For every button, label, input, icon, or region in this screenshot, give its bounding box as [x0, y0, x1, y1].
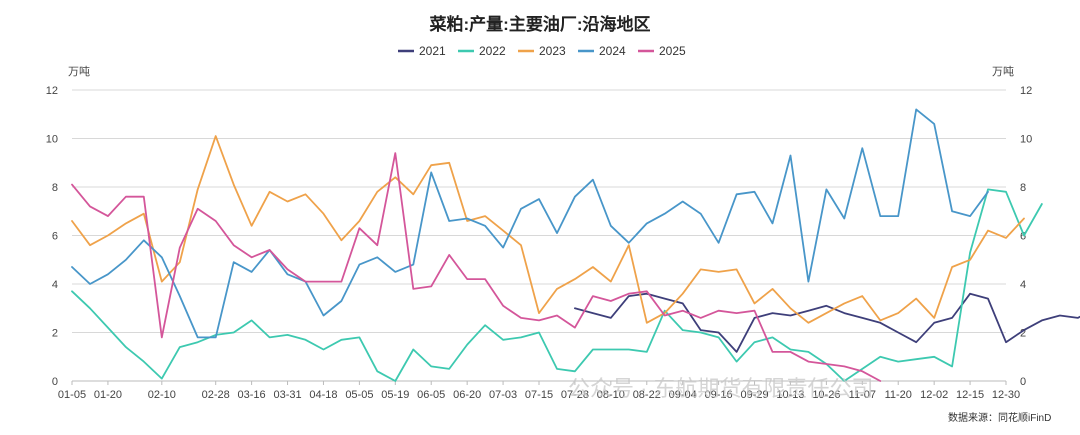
series-line-2024: [71, 108, 989, 339]
legend-label-2023: 2023: [539, 44, 566, 58]
series-line-2021: [574, 292, 1080, 353]
x-tick-label: 11-20: [885, 389, 912, 401]
x-tick-label: 02-10: [148, 389, 176, 401]
x-tick-label: 01-05: [58, 389, 86, 401]
y-tick-label-right: 2: [1020, 328, 1026, 340]
x-tick-label: 07-28: [561, 389, 589, 401]
x-tick-label: 07-15: [525, 389, 553, 401]
y-tick-label-right: 8: [1020, 182, 1026, 194]
y-tick-label-right: 0: [1020, 376, 1026, 388]
series-line-2025: [71, 152, 882, 382]
legend-label-2022: 2022: [479, 44, 506, 58]
y-tick-label-left: 12: [46, 85, 58, 97]
y-tick-label-left: 10: [46, 134, 58, 146]
x-tick-label: 05-19: [381, 389, 409, 401]
series-lines: [71, 108, 1080, 382]
x-tick-label: 12-02: [920, 389, 948, 401]
x-axis: 01-05 01-20 02-10 02-28 03-16 03-31 04-18 05-05…: [58, 381, 1020, 401]
x-tick-label: 10-13: [776, 389, 804, 401]
series-line-2023: [71, 135, 1025, 324]
y-tick-label-left: 6: [52, 231, 58, 243]
x-tick-label: 12-15: [956, 389, 984, 401]
x-tick-label: 09-04: [669, 389, 697, 401]
x-tick-label: 11-07: [849, 389, 876, 401]
x-tick-label: 12-30: [992, 389, 1020, 401]
x-tick-label: 04-18: [309, 389, 337, 401]
legend-label-2024: 2024: [599, 44, 626, 58]
x-tick-label: 06-05: [417, 389, 445, 401]
y-tick-label-right: 12: [1020, 85, 1032, 97]
data-source: 数据来源：同花顺iFinD: [948, 411, 1051, 424]
y-tick-label-left: 0: [52, 376, 58, 388]
x-tick-label: 09-16: [705, 389, 733, 401]
y-axis-unit-left: 万吨: [68, 65, 90, 78]
x-tick-label: 06-20: [453, 389, 481, 401]
x-tick-label: 03-31: [273, 389, 301, 401]
y-tick-label-right: 10: [1020, 134, 1032, 146]
legend: 2021 2022 2023 2024 2025: [398, 44, 686, 58]
x-tick-label: 09-29: [740, 389, 768, 401]
x-tick-label: 02-28: [202, 389, 230, 401]
y-tick-label-left: 4: [52, 279, 58, 291]
x-tick-label: 10-26: [812, 389, 840, 401]
series-line-2022: [71, 188, 1043, 382]
y-axis-unit-right: 万吨: [992, 65, 1014, 78]
watermark: 公众号 · 东航期货有限责任公司: [568, 376, 874, 401]
chart-title: 菜粕:产量:主要油厂:沿海地区: [429, 14, 651, 34]
y-tick-label-right: 6: [1020, 231, 1026, 243]
legend-label-2025: 2025: [659, 44, 686, 58]
x-tick-label: 07-03: [489, 389, 517, 401]
y-axis-left: 0 2 4 6 8 10 12: [46, 85, 58, 388]
y-tick-label-left: 8: [52, 182, 58, 194]
x-tick-label: 08-22: [633, 389, 661, 401]
x-tick-label: 01-20: [94, 389, 122, 401]
x-tick-label: 08-10: [597, 389, 625, 401]
y-axis-right: 0 2 4 6 8 10 12: [1020, 85, 1032, 388]
y-tick-label-right: 4: [1020, 279, 1026, 291]
y-tick-label-left: 2: [52, 328, 58, 340]
x-tick-label: 05-05: [345, 389, 373, 401]
legend-label-2021: 2021: [419, 44, 446, 58]
x-tick-label: 03-16: [238, 389, 266, 401]
